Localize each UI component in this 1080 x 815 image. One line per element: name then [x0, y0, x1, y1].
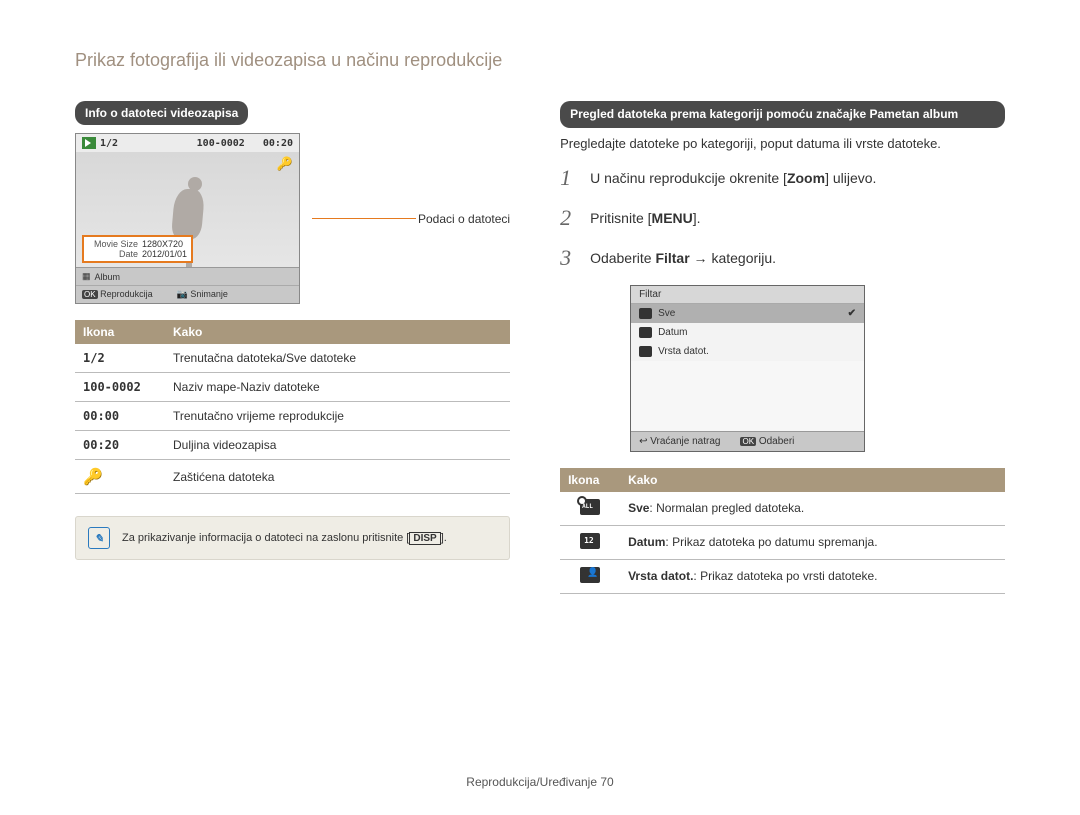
lcd-fileno: 100-0002 — [197, 138, 245, 149]
section-smart-album: Pregled datoteka prema kategoriji pomoću… — [560, 101, 1005, 128]
lcd-counter: 1/2 — [100, 138, 118, 149]
th-ikona: Ikona — [75, 320, 165, 344]
callout-file-data: Podaci o datoteci — [418, 212, 510, 226]
th-kako: Kako — [165, 320, 510, 344]
icon-table-left: Ikona Kako 1/2Trenutačna datoteka/Sve da… — [75, 320, 510, 494]
note-box: ✎ Za prikazivanje informacija o datoteci… — [75, 516, 510, 560]
lock-icon: 🔑 — [277, 156, 293, 172]
step: 3Odaberite Filtar → kategoriju. — [560, 245, 1005, 271]
lcd-mock: 1/2 100-0002 00:20 🔑 — [75, 133, 300, 304]
filter-option: Datum — [631, 323, 864, 342]
table-row: 100-0002Naziv mape-Naziv datoteke — [75, 373, 510, 402]
table-row: 1/2Trenutačna datoteka/Sve datoteke — [75, 344, 510, 373]
th-kako-r: Kako — [620, 468, 1005, 492]
table-row: Sve: Normalan pregled datoteka. — [560, 492, 1005, 526]
play-icon — [82, 137, 96, 149]
th-ikona-r: Ikona — [560, 468, 620, 492]
step: 2Pritisnite [MENU]. — [560, 205, 1005, 231]
steps-list: 1U načinu reprodukcije okrenite [Zoom] u… — [560, 165, 1005, 271]
table-row: 🔑Zaštićena datoteka — [75, 460, 510, 494]
table-row: 00:20Duljina videozapisa — [75, 431, 510, 460]
album-label: Album — [95, 272, 121, 282]
note-icon: ✎ — [88, 527, 110, 549]
page-title: Prikaz fotografija ili videozapisa u nač… — [75, 50, 1005, 71]
section-video-info: Info o datoteci videozapisa — [75, 101, 248, 125]
page-footer: Reprodukcija/Uređivanje 70 — [0, 775, 1080, 789]
step: 1U načinu reprodukcije okrenite [Zoom] u… — [560, 165, 1005, 191]
table-row: 00:00Trenutačno vrijeme reprodukcije — [75, 402, 510, 431]
filter-option: Vrsta datot. — [631, 342, 864, 361]
icon-table-right: Ikona Kako Sve: Normalan pregled datotek… — [560, 468, 1005, 594]
intro-text: Pregledajte datoteke po kategoriji, popu… — [560, 136, 1005, 151]
table-row: Vrsta datot.: Prikaz datoteka po vrsti d… — [560, 559, 1005, 593]
disp-key: DISP — [409, 532, 440, 545]
filter-lcd: Filtar Sve✔DatumVrsta datot. ↩ Vraćanje … — [630, 285, 865, 452]
table-row: Datum: Prikaz datoteka po datumu spreman… — [560, 525, 1005, 559]
file-info-box: Movie Size1280X720 Date2012/01/01 — [82, 235, 193, 263]
filter-option: Sve✔ — [631, 304, 864, 323]
lcd-time: 00:20 — [263, 138, 293, 149]
